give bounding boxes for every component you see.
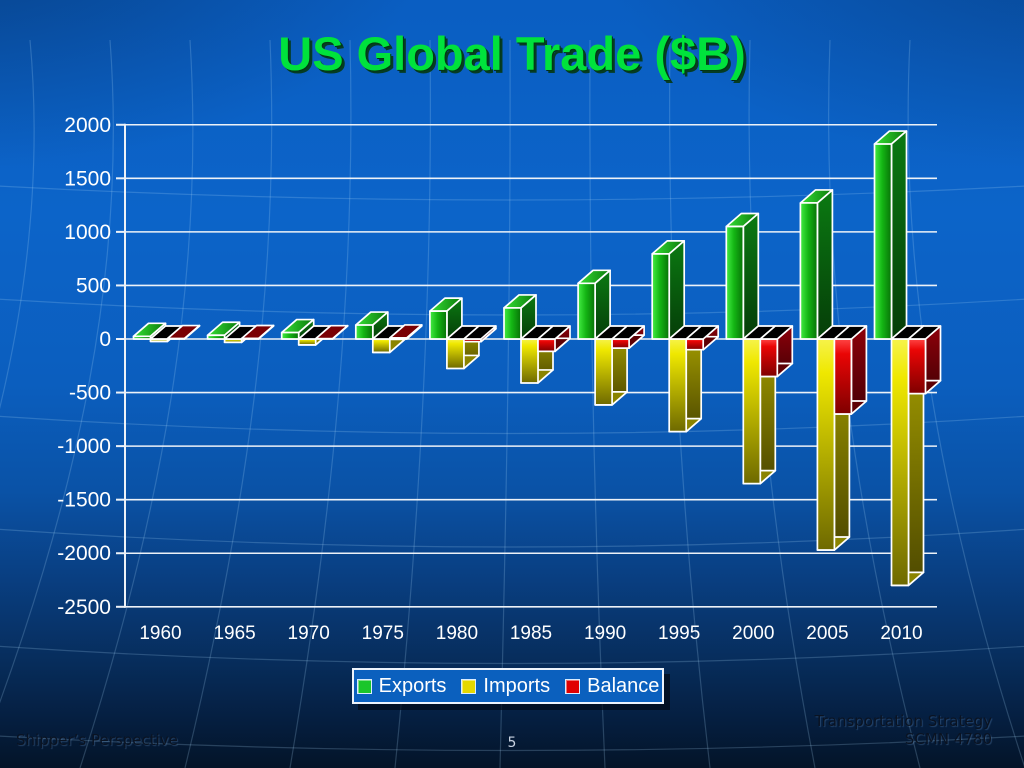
legend-item-imports: Imports — [461, 675, 550, 698]
exports-swatch-icon — [356, 678, 372, 694]
svg-text:1985: 1985 — [510, 623, 552, 644]
footer-right-line2: SCMN 4780 — [904, 730, 992, 748]
slide-title: US Global Trade ($B) — [278, 27, 746, 80]
legend-label-imports: Imports — [483, 674, 551, 697]
svg-text:2010: 2010 — [880, 623, 922, 644]
svg-text:-2000: -2000 — [57, 542, 111, 565]
svg-text:1960: 1960 — [139, 623, 181, 644]
svg-text:2000: 2000 — [64, 114, 111, 137]
svg-text:1980: 1980 — [436, 623, 478, 644]
svg-text:1965: 1965 — [213, 623, 255, 644]
page-number: 5 — [507, 735, 517, 751]
svg-text:1990: 1990 — [584, 623, 626, 644]
svg-text:-1000: -1000 — [57, 435, 111, 458]
svg-text:1000: 1000 — [64, 221, 111, 244]
svg-text:1995: 1995 — [658, 623, 700, 644]
svg-text:2005: 2005 — [806, 623, 848, 644]
legend-item-exports: Exports — [356, 674, 447, 698]
chart-legend: Exports Imports Balance — [352, 668, 664, 704]
legend-label-balance: Balance — [587, 674, 660, 697]
svg-text:500: 500 — [76, 274, 111, 297]
footer-right-text: Transportation Strategy SCMN 4780 — [815, 712, 992, 748]
svg-text:1500: 1500 — [64, 167, 111, 190]
svg-text:2000: 2000 — [732, 623, 774, 644]
legend-label-exports: Exports — [378, 674, 447, 697]
svg-text:-2500: -2500 — [57, 596, 111, 619]
svg-text:0: 0 — [99, 328, 111, 351]
svg-text:-500: -500 — [69, 382, 111, 405]
svg-text:1970: 1970 — [288, 623, 330, 644]
imports-swatch-icon — [461, 678, 477, 694]
svg-text:-1500: -1500 — [57, 489, 111, 512]
legend-item-balance: Balance — [565, 675, 659, 698]
svg-text:1975: 1975 — [362, 623, 404, 644]
footer-right-line1: Transportation Strategy — [814, 712, 992, 730]
balance-swatch-icon — [565, 678, 581, 694]
footer-left-text: Shipper’s Perspective — [16, 731, 178, 749]
